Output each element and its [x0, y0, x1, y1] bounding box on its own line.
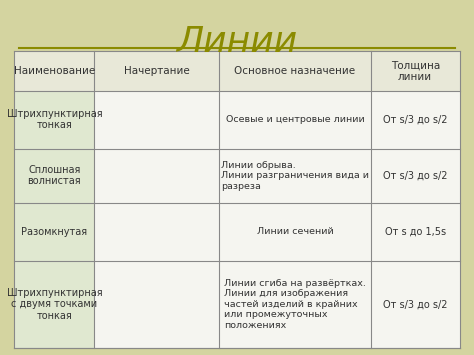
Text: Штрихпунктирная
тонкая: Штрихпунктирная тонкая: [7, 109, 102, 130]
Text: От s/3 до s/2: От s/3 до s/2: [383, 171, 447, 181]
Text: От s/3 до s/2: От s/3 до s/2: [383, 299, 447, 309]
Text: От s/3 до s/2: От s/3 до s/2: [383, 115, 447, 125]
Text: Наименование: Наименование: [14, 66, 95, 76]
Text: 5...30: 5...30: [148, 339, 166, 344]
Text: Сплошная
волнистая: Сплошная волнистая: [27, 165, 81, 186]
Text: От s до 1,5s: От s до 1,5s: [385, 226, 446, 237]
Text: Линии сгиба на развёртках.
Линии для изображения
частей изделий в крайних
или пр: Линии сгиба на развёртках. Линии для изо…: [224, 279, 366, 329]
Text: Линии обрыва.
Линии разграничения вида и
разреза: Линии обрыва. Линии разграничения вида и…: [221, 161, 369, 191]
Text: 3: 3: [125, 129, 129, 135]
Text: Линии сечений: Линии сечений: [256, 227, 333, 236]
Text: Разомкнутая: Разомкнутая: [21, 226, 87, 237]
Text: Линии: Линии: [176, 25, 298, 59]
Text: Осевые и центровые линии: Осевые и центровые линии: [226, 115, 365, 124]
Text: 8...12: 8...12: [106, 207, 124, 212]
Text: 12: 12: [122, 97, 131, 103]
Text: Штрихпунктирная
с двумя точками
тонкая: Штрихпунктирная с двумя точками тонкая: [7, 288, 102, 321]
Text: Основное назначение: Основное назначение: [234, 66, 356, 76]
Text: 4...6: 4...6: [174, 262, 188, 267]
Text: Начертание: Начертание: [124, 66, 190, 76]
Text: Толщина
линии: Толщина линии: [391, 60, 440, 82]
